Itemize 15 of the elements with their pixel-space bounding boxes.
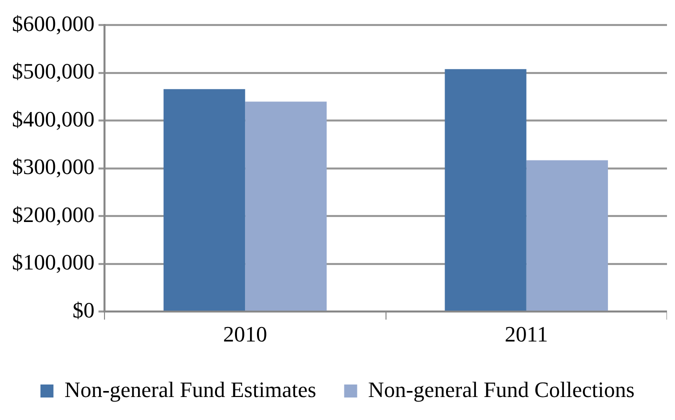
bar (526, 160, 608, 311)
y-tick-label: $400,000 (12, 106, 94, 132)
y-tick-label: $100,000 (12, 250, 94, 275)
bar (164, 89, 246, 311)
y-tick-label: $0 (72, 297, 94, 322)
y-tick-label: $300,000 (12, 154, 94, 180)
legend-label: Non-general Fund Estimates (64, 376, 316, 402)
legend-label: Non-general Fund Collections (368, 376, 635, 402)
x-tick-label: 2010 (223, 322, 268, 347)
x-tick-label: 2011 (504, 322, 548, 347)
y-tick-label: $200,000 (12, 202, 94, 227)
y-tick-label: $600,000 (12, 10, 94, 36)
bar (444, 69, 526, 311)
y-tick-label: $500,000 (12, 58, 94, 84)
bar (245, 102, 327, 311)
